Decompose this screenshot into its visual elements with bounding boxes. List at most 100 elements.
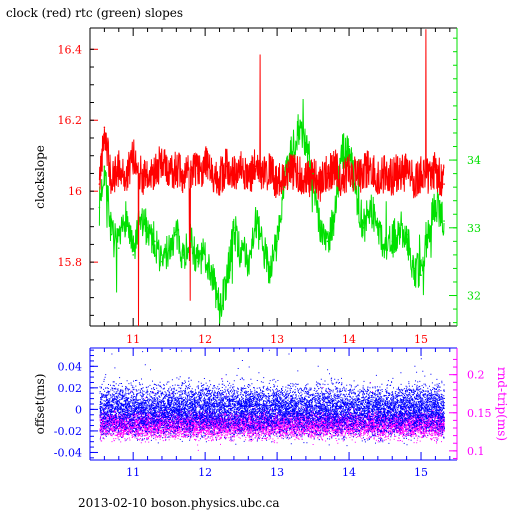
clock-point xyxy=(391,176,394,178)
clock-point xyxy=(161,162,163,164)
rtc-point xyxy=(427,233,430,236)
rtc-point xyxy=(168,247,170,249)
clock-point xyxy=(168,172,170,175)
rtc-point xyxy=(355,193,358,195)
footer-date-host: 2013-02-10 boson.physics.ubc.ca xyxy=(78,496,280,510)
slopes-panel: 15.8 16 16.2 16.4 32 33 34 11 12 13 14 15 clockslope xyxy=(33,27,481,346)
clock-point xyxy=(204,162,206,164)
clock-point xyxy=(153,169,156,171)
rtc-point xyxy=(348,145,350,148)
rtc-point xyxy=(283,186,286,188)
clock-point xyxy=(384,172,386,175)
slopes-y-tick-label: 16.2 xyxy=(58,114,83,127)
rtc-point xyxy=(420,274,422,277)
clock-point xyxy=(276,183,278,185)
clock-point xyxy=(240,169,242,171)
clock-point xyxy=(175,165,178,168)
rtc-point xyxy=(139,220,142,222)
rtc-point xyxy=(240,254,242,256)
clock-point xyxy=(319,183,322,185)
rtc-point xyxy=(369,206,372,209)
rtc-point xyxy=(175,233,178,236)
offset-x-tick-label: 12 xyxy=(198,466,212,479)
clock-point xyxy=(405,172,408,175)
rtc-point xyxy=(413,267,415,270)
clock-point xyxy=(211,172,214,175)
offset-y-tick-label: -0.04 xyxy=(54,446,82,459)
clock-point xyxy=(182,179,185,182)
rtc-point xyxy=(261,247,264,249)
clock-point xyxy=(341,179,343,182)
slopes-y-tick-label: 15.8 xyxy=(58,256,83,269)
clock-point xyxy=(326,172,329,175)
clock-point xyxy=(132,154,134,157)
offset-y2-tick-label: 0.1 xyxy=(467,445,485,458)
offset-y-tick-label: 0.04 xyxy=(58,360,83,373)
rtc-point xyxy=(391,240,394,243)
offset-y2-tick-label: 0.2 xyxy=(467,369,485,382)
clock-point xyxy=(247,179,250,182)
rtc-point xyxy=(312,172,314,175)
offset-y-tick-label: 0.02 xyxy=(58,382,83,395)
slopes-y2-tick-label: 32 xyxy=(467,290,481,303)
clock-point xyxy=(233,172,235,175)
clock-point xyxy=(103,126,106,129)
rtc-point xyxy=(110,233,113,236)
rtc-point xyxy=(297,125,300,128)
slopes-x-tick-label: 11 xyxy=(126,333,140,346)
rtc-point xyxy=(362,226,365,229)
clock-point xyxy=(189,169,192,171)
rtc-point xyxy=(290,152,293,155)
rtc-point xyxy=(377,226,379,229)
clock-point xyxy=(139,172,142,175)
rtc-point xyxy=(319,226,322,229)
rtc-point xyxy=(254,220,257,222)
clock-point xyxy=(427,176,430,178)
rtc-point xyxy=(98,206,101,209)
offset-y-tick-label: -0.02 xyxy=(54,425,82,438)
rtc-point xyxy=(182,254,185,256)
rtc-point xyxy=(125,213,127,216)
offset-y-label: offset(ms) xyxy=(33,374,47,435)
clock-point xyxy=(218,176,221,178)
clock-point xyxy=(261,176,264,178)
slopes-x-tick-label: 15 xyxy=(414,333,428,346)
rtc-point xyxy=(443,220,445,222)
rtc-point xyxy=(132,254,134,256)
rtc-point xyxy=(103,166,106,168)
rtc-point xyxy=(189,240,192,243)
offset-scatter xyxy=(99,348,445,447)
rtc-point xyxy=(211,274,214,277)
rnd-trip-scatter xyxy=(99,378,446,451)
offset-panel: -0.04 -0.02 0 0.02 0.04 0.1 0.15 0.2 11 12 13 14 15 o… xyxy=(33,347,509,479)
rtc-point xyxy=(269,267,271,270)
clock-point xyxy=(377,179,379,182)
rtc-point xyxy=(218,308,221,310)
slopes-y2-tick-label: 33 xyxy=(467,222,481,235)
clock-point xyxy=(254,165,257,168)
rtc-point xyxy=(326,240,329,243)
clock-point xyxy=(434,169,437,171)
slopes-y-label: clockslope xyxy=(33,145,47,209)
offset-x-tick-label: 11 xyxy=(126,466,140,479)
rtc-point xyxy=(233,226,235,229)
clock-point xyxy=(98,183,101,185)
rtc-point xyxy=(161,260,163,263)
clock-point xyxy=(362,172,365,175)
clock-point xyxy=(305,179,307,182)
slopes-x-tick-label: 12 xyxy=(198,333,212,346)
clock-point xyxy=(146,179,149,182)
rtc-point xyxy=(225,281,228,283)
offset-x-tick-label: 14 xyxy=(342,466,356,479)
clock-series-line xyxy=(98,29,445,326)
clock-point xyxy=(420,172,422,175)
rtc-point xyxy=(384,247,386,249)
rtc-point xyxy=(153,240,156,243)
rtc-point xyxy=(276,240,278,243)
clock-point xyxy=(197,172,199,175)
rtc-point xyxy=(117,247,120,249)
rtc-point xyxy=(247,260,250,263)
rtc-series-line xyxy=(98,98,445,324)
rtc-point xyxy=(434,199,437,202)
